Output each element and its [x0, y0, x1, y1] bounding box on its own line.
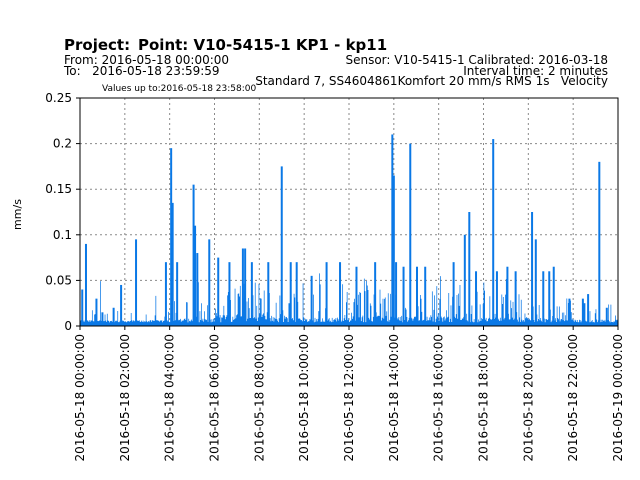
- x-tick-label: 2016-05-18 20:00:00: [521, 334, 535, 461]
- data-bar-peak: [452, 262, 455, 326]
- plot-frame: [79, 97, 619, 327]
- y-tick-label: 0.15: [45, 182, 72, 196]
- data-bar-peak: [568, 298, 571, 326]
- from-date: From: 2016-05-18 00:00:00: [64, 53, 230, 67]
- data-bar-peak: [244, 248, 247, 326]
- data-bar-peak: [192, 184, 195, 326]
- data-bar-peak: [391, 134, 394, 326]
- data-bar-peak: [325, 262, 328, 326]
- data-bar-peak: [339, 262, 342, 326]
- y-tick-label: 0.1: [53, 228, 72, 242]
- x-tick-label: 2016-05-18 18:00:00: [477, 334, 491, 461]
- data-bar-peak: [170, 148, 173, 326]
- data-bar-peak: [475, 271, 478, 326]
- y-tick-label: 0.05: [45, 273, 72, 287]
- values-up-to: Values up to:2016-05-18 23:58:00: [102, 84, 257, 94]
- x-tick-label: 2016-05-18 14:00:00: [387, 334, 401, 461]
- data-bar-peak: [355, 266, 358, 326]
- data-bar-peak: [228, 262, 231, 326]
- data-bar-peak: [194, 225, 197, 326]
- data-bar-peak: [217, 257, 220, 326]
- y-tick-label: 0.25: [45, 91, 72, 105]
- data-bar-peak: [164, 262, 167, 326]
- data-bar-peak: [468, 212, 471, 326]
- to-date: To: 2016-05-18 23:59:59: [64, 64, 220, 78]
- data-bar-peak: [84, 243, 87, 326]
- x-tick-label: 2016-05-18 04:00:00: [163, 334, 177, 461]
- data-bar-peak: [95, 298, 98, 326]
- data-bar-peak: [409, 143, 412, 326]
- data-bar-peak: [552, 266, 555, 326]
- data-bar-peak: [81, 289, 84, 326]
- data-bar-peak: [548, 271, 551, 326]
- data-bar-peak: [101, 312, 104, 326]
- data-bar-peak: [542, 271, 545, 326]
- data-bar-peak: [112, 307, 115, 326]
- x-tick-label: 2016-05-18 12:00:00: [342, 334, 356, 461]
- data-bar-peak: [424, 266, 427, 326]
- data-bar-peak: [514, 271, 517, 326]
- data-bar-peak: [267, 262, 270, 326]
- data-bar-peak: [280, 166, 283, 326]
- data-bar-peak: [135, 239, 138, 326]
- x-tick-label: 2016-05-18 00:00:00: [73, 334, 87, 461]
- data-bar-peak: [208, 239, 211, 326]
- x-tick-label: 2016-05-18 16:00:00: [432, 334, 446, 461]
- data-bar-peak: [598, 161, 601, 326]
- data-bar-peak: [120, 284, 123, 326]
- data-bar-peak: [392, 175, 395, 326]
- data-bars-background: [80, 273, 618, 326]
- data-bar-peak: [196, 253, 199, 326]
- data-bar-peak: [581, 298, 584, 326]
- data-bar-peak: [241, 248, 244, 326]
- y-tick-label: 0.2: [53, 137, 72, 151]
- data-bar-peak: [531, 212, 534, 326]
- x-tick-label: 2016-05-18 06:00:00: [208, 334, 222, 461]
- data-bar-peak: [250, 262, 253, 326]
- interval-time: Interval time: 2 minutes: [463, 64, 608, 78]
- data-bar-peak: [395, 262, 398, 326]
- y-tick-label: 0: [64, 319, 72, 333]
- standard-info: Standard 7, SS4604861Komfort 20 mm/s RMS…: [255, 74, 608, 88]
- data-bar-peak: [492, 139, 495, 326]
- data-bar-peak: [534, 239, 537, 326]
- data-bar-peak: [289, 262, 292, 326]
- x-tick-label: 2016-05-18 08:00:00: [252, 334, 266, 461]
- data-bar-peak: [587, 294, 590, 326]
- project-label: Project:: [64, 36, 131, 54]
- plot-border: [79, 97, 619, 327]
- data-bar-peak: [402, 266, 405, 326]
- data-bar-peak: [171, 202, 174, 326]
- sensor-info: Sensor: V10-5415-1 Calibrated: 2016-03-1…: [345, 53, 608, 67]
- point-title: Point: V10-5415-1 KP1 - kp11: [138, 36, 388, 54]
- data-bar-peak: [310, 275, 313, 326]
- data-bar-peak: [295, 262, 298, 326]
- data-bar-peak: [176, 262, 179, 326]
- data-bar-peak: [583, 303, 586, 326]
- data-bar-peak: [495, 271, 498, 326]
- data-bar-peak: [605, 307, 608, 326]
- data-bar-peak: [415, 266, 418, 326]
- data-bar-peak: [374, 262, 377, 326]
- x-tick-label: 2016-05-18 02:00:00: [118, 334, 132, 461]
- x-tick-label: 2016-05-19 00:00:00: [611, 334, 625, 461]
- data-bar-peak: [463, 234, 466, 326]
- data-bar-peak: [506, 266, 509, 326]
- x-tick-label: 2016-05-18 22:00:00: [566, 334, 580, 461]
- x-tick-label: 2016-05-18 10:00:00: [297, 334, 311, 461]
